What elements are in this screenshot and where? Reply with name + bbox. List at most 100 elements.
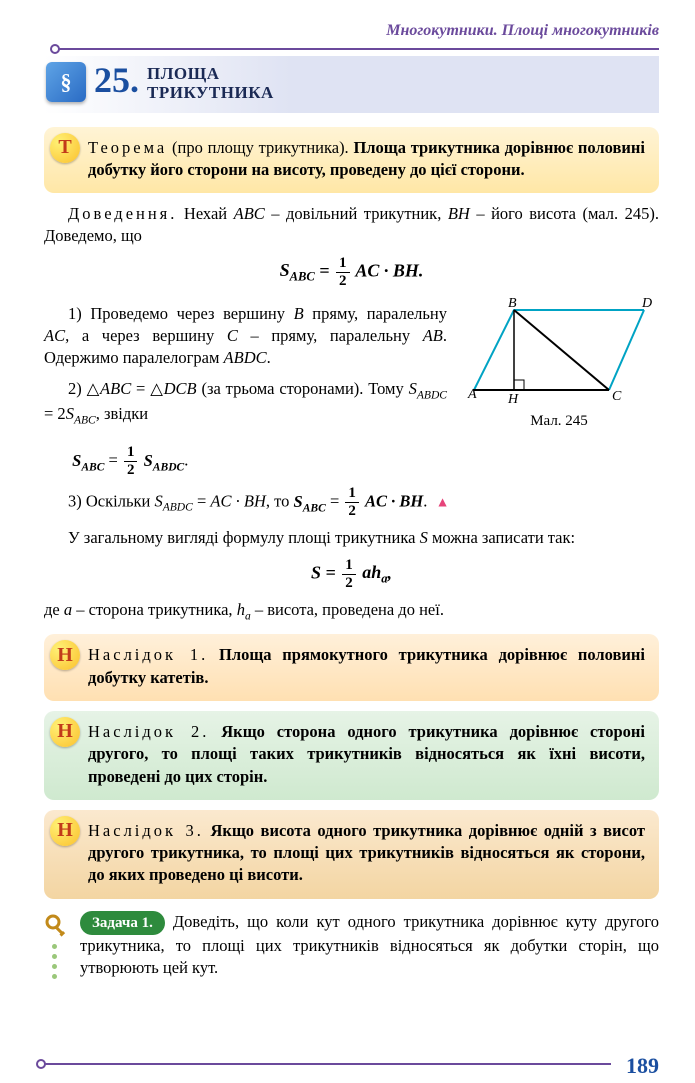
t: = △ <box>131 379 163 398</box>
section-title-l2: ТРИКУТНИКА <box>147 83 274 102</box>
corollary-2: Н Наслідок 2. Якщо сторона одного трикут… <box>44 711 659 800</box>
t: пряму, паралельну <box>304 304 447 323</box>
cor2-lead: Наслідок 2. <box>88 722 209 741</box>
figure-245: A B C D H Мал. 245 <box>459 295 659 431</box>
t: h <box>371 562 381 582</box>
proof-body: 1) Проведемо через вершину B пряму, пара… <box>44 295 447 438</box>
formula-sabc: SABC = 12 AC · BH. <box>44 256 659 289</box>
t: ABDC <box>224 348 267 367</box>
t: ABC <box>81 461 104 473</box>
t: C <box>227 326 238 345</box>
t: AC <box>355 260 379 280</box>
t: BH <box>448 204 470 223</box>
t: Нехай <box>177 204 233 223</box>
t: S <box>66 404 74 423</box>
t: можна записати так: <box>428 528 575 547</box>
pt-A: A <box>467 387 477 402</box>
general-form-where: де a – сторона трикутника, ha – висота, … <box>44 599 659 625</box>
t: ABC <box>303 502 326 514</box>
t: a <box>64 600 72 619</box>
chapter-breadcrumb: Многокутники. Площі многокутників <box>44 20 659 42</box>
t: – сторона трикутника, <box>72 600 237 619</box>
t: 1) Проведемо через вершину <box>68 304 294 323</box>
t: . <box>267 348 271 367</box>
key-icon <box>44 911 72 945</box>
formula-general: S = 12 aha, <box>44 558 659 591</box>
t: S <box>144 451 153 470</box>
proof-step3: 3) Оскільки SABDC = AC · BH, то SABC = 1… <box>44 486 659 519</box>
qed-icon: ▲ <box>436 496 450 511</box>
t: – пряму, паралельну <box>238 326 423 345</box>
t: S <box>311 562 321 582</box>
t: AC <box>44 326 65 345</box>
t: де <box>44 600 64 619</box>
t: S <box>420 528 428 547</box>
header-rule <box>44 48 659 50</box>
section-number: 25. <box>94 62 139 98</box>
section-title-l1: ПЛОЩА <box>147 64 220 83</box>
t: ABDC <box>417 389 447 401</box>
t: – висота, проведена до неї. <box>251 600 444 619</box>
theorem-badge-icon: Т <box>50 133 80 163</box>
t: S <box>409 379 417 398</box>
section-title: ПЛОЩА ТРИКУТНИКА <box>147 62 274 103</box>
t: 2) △ <box>68 379 100 398</box>
corollary-1: Н Наслідок 1. Площа прямокутного трикутн… <box>44 634 659 701</box>
page-footer: 189 <box>44 1063 659 1065</box>
t: B <box>294 304 304 323</box>
proof-lead: Доведення. <box>68 204 177 223</box>
t: AB <box>423 326 443 345</box>
t: BH <box>393 260 419 280</box>
task-1: Задача 1. Доведіть, що коли кут одного т… <box>44 911 659 980</box>
corollary-badge-icon: Н <box>50 717 80 747</box>
t: , а через вершину <box>65 326 227 345</box>
t: = <box>193 492 211 511</box>
t: AC · BH <box>365 492 423 511</box>
pt-B: B <box>508 296 517 311</box>
task-text: Доведіть, що коли кут одного трикутника … <box>80 912 659 978</box>
t: 3) Оскільки <box>68 492 154 511</box>
cor1-lead: Наслідок 1. <box>88 645 208 664</box>
t: a <box>362 562 371 582</box>
corollary-badge-icon: Н <box>50 640 80 670</box>
theorem-lead: Теорема <box>88 138 167 157</box>
task-pill: Задача 1. <box>80 911 165 935</box>
corollary-badge-icon: Н <box>50 816 80 846</box>
t: DCB <box>164 379 197 398</box>
theorem-box: Т Теорема (про площу трикутника). Площа … <box>44 127 659 194</box>
t: AC · BH <box>210 492 265 511</box>
pt-H: H <box>507 392 519 405</box>
proof-intro: Доведення. Нехай ABC – довільний трикутн… <box>44 203 659 248</box>
t: , то <box>266 492 294 511</box>
t: ABDC <box>153 461 184 473</box>
general-form-intro: У загальному вигляді формулу площі трику… <box>44 527 659 549</box>
corollary-3: Н Наслідок 3. Якщо висота одного трикутн… <box>44 810 659 899</box>
t: S <box>72 451 81 470</box>
page-number: 189 <box>618 1051 659 1081</box>
t: S <box>154 492 162 511</box>
section-badge-icon: § <box>46 62 86 102</box>
pt-D: D <box>641 296 652 311</box>
triangle-diagram: A B C D H <box>464 295 654 405</box>
t: ABC <box>74 415 96 427</box>
theorem-paren: (про площу трикутника). <box>167 138 353 157</box>
t: S <box>294 492 303 511</box>
cor3-lead: Наслідок 3. <box>88 821 204 840</box>
t: ABDC <box>163 502 193 514</box>
dots-icon <box>52 939 57 984</box>
t: S <box>280 260 290 280</box>
t: = 2 <box>44 404 66 423</box>
t: ABC <box>100 379 131 398</box>
pt-C: C <box>612 389 622 404</box>
t: a <box>381 572 387 586</box>
t: , звідки <box>96 404 148 423</box>
t: ABC <box>234 204 265 223</box>
t: h <box>237 600 245 619</box>
t: У загальному вигляді формулу площі трику… <box>68 528 420 547</box>
t: (за трьома сторонами). Тому <box>197 379 409 398</box>
t: – довільний трикутник, <box>265 204 448 223</box>
formula-sabc2: SABC = 12 SABDC. <box>44 445 659 478</box>
t: ABC <box>290 270 315 284</box>
section-heading: § 25. ПЛОЩА ТРИКУТНИКА <box>44 56 659 113</box>
figure-caption: Мал. 245 <box>459 411 659 431</box>
